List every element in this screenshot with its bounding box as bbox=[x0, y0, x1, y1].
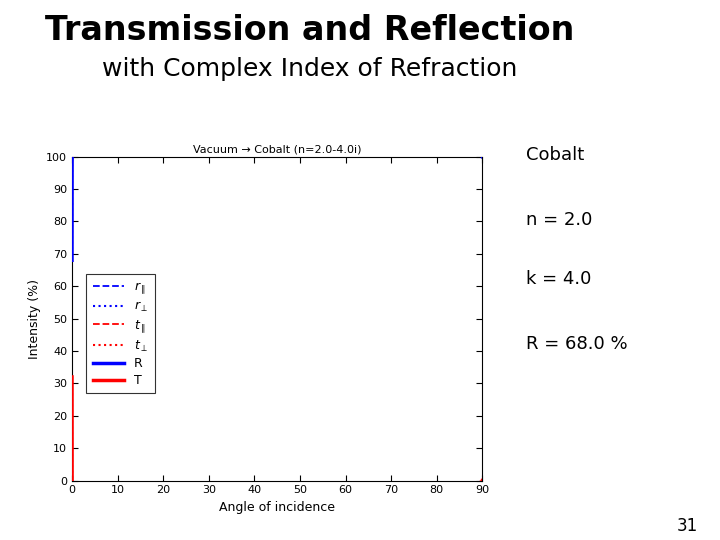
Text: n = 2.0: n = 2.0 bbox=[526, 211, 592, 228]
Text: k = 4.0: k = 4.0 bbox=[526, 270, 591, 288]
Text: 31: 31 bbox=[677, 517, 698, 535]
Title: Vacuum → Cobalt (n=2.0-4.0i): Vacuum → Cobalt (n=2.0-4.0i) bbox=[193, 144, 361, 154]
Y-axis label: Intensity (%): Intensity (%) bbox=[27, 279, 40, 359]
Text: Cobalt: Cobalt bbox=[526, 146, 584, 164]
Text: with Complex Index of Refraction: with Complex Index of Refraction bbox=[102, 57, 517, 80]
Text: R = 68.0 %: R = 68.0 % bbox=[526, 335, 627, 353]
Text: Transmission and Reflection: Transmission and Reflection bbox=[45, 14, 575, 46]
Legend: $r_\parallel$, $r_\perp$, $t_\parallel$, $t_\perp$, R, T: $r_\parallel$, $r_\perp$, $t_\parallel$,… bbox=[86, 274, 155, 393]
X-axis label: Angle of incidence: Angle of incidence bbox=[219, 501, 336, 514]
